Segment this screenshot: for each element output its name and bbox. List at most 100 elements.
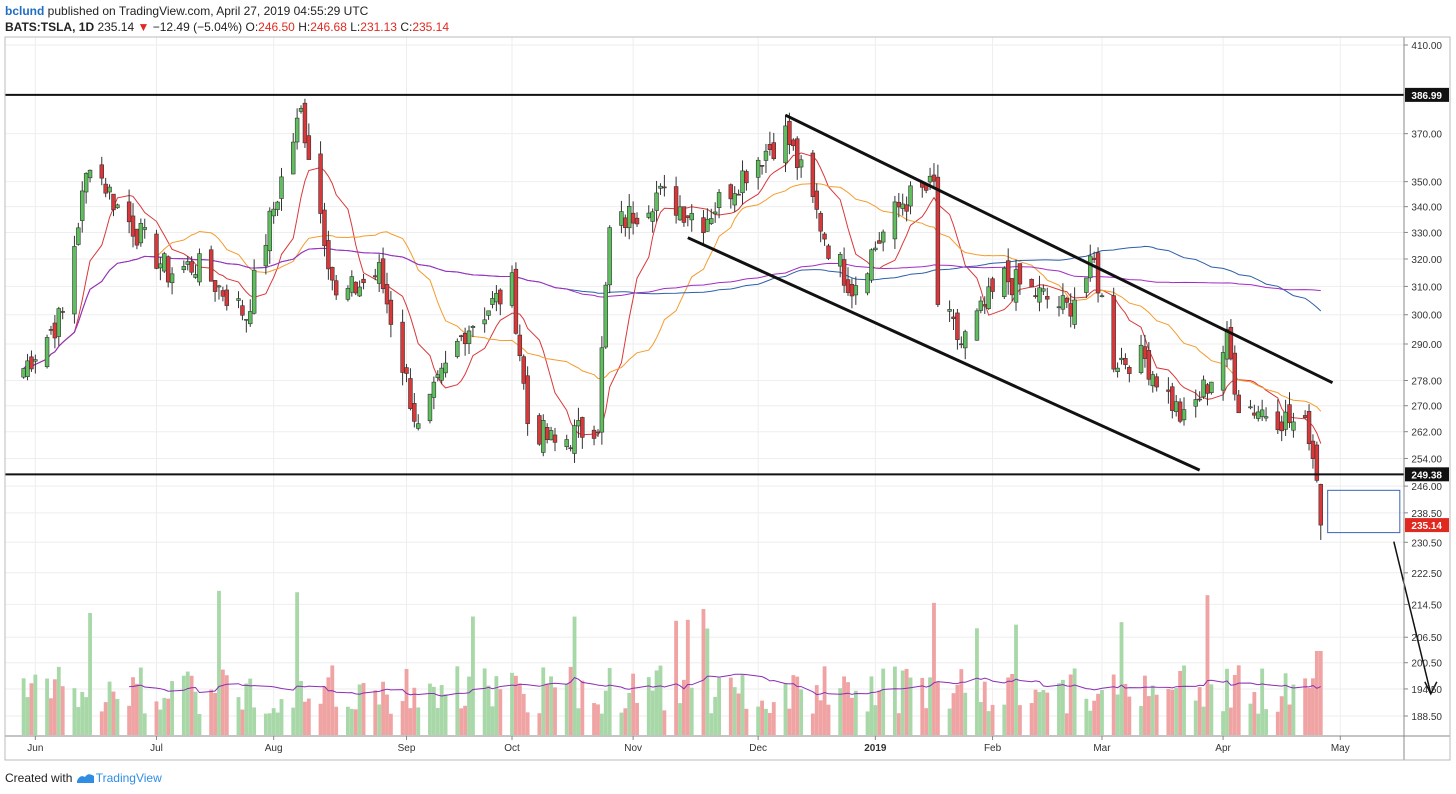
- volume-bar: [1314, 651, 1319, 735]
- candle-body: [607, 227, 612, 286]
- volume-bar: [853, 690, 858, 735]
- candle-body: [416, 423, 421, 429]
- candle-body: [158, 263, 163, 269]
- last-price-tag: [1405, 518, 1449, 533]
- candle-body: [197, 253, 202, 283]
- x-tick-label: Apr: [1215, 743, 1231, 754]
- candle-body: [963, 331, 968, 349]
- y-tick-label: 238.50: [1411, 509, 1442, 520]
- candle-body: [1302, 415, 1308, 418]
- candle-body: [701, 217, 706, 234]
- x-tick-label: May: [1331, 743, 1350, 754]
- volume-bar: [103, 702, 108, 735]
- candle-body: [1013, 269, 1019, 303]
- candle-body: [1119, 357, 1124, 361]
- volume-bar: [357, 684, 362, 735]
- x-tick-label: Jun: [27, 743, 43, 754]
- volume-bar: [514, 675, 518, 735]
- volume-bar: [791, 675, 796, 735]
- candle-body: [494, 293, 499, 303]
- tradingview-brand[interactable]: TradingView: [95, 771, 162, 785]
- volume-bar: [627, 692, 632, 735]
- candle-body: [1275, 411, 1281, 431]
- candle-body: [580, 417, 585, 438]
- down-arrow-shaft: [1393, 541, 1432, 695]
- volume-bar: [263, 713, 268, 735]
- volume-bar: [1260, 668, 1265, 735]
- volume-bar: [291, 707, 296, 735]
- candle-body: [1056, 306, 1062, 309]
- volume-bar: [521, 693, 526, 735]
- x-tick-label: Nov: [624, 743, 642, 754]
- candle-body: [673, 186, 679, 216]
- candle-body: [1181, 409, 1187, 421]
- candle-body: [459, 335, 464, 337]
- author-name[interactable]: bclund: [5, 4, 45, 18]
- volume-bar: [549, 676, 553, 735]
- candle-body: [767, 144, 773, 150]
- volume-bar: [1291, 684, 1296, 735]
- volume-bar: [662, 710, 667, 735]
- candle-body: [52, 322, 58, 339]
- volume-bar: [467, 676, 471, 735]
- volume-bar: [842, 676, 847, 735]
- candle-body: [212, 280, 218, 292]
- candle-body: [603, 284, 608, 348]
- y-tick-label: 370.00: [1411, 130, 1442, 141]
- candle-body: [990, 278, 995, 292]
- candle-body: [1033, 295, 1038, 298]
- close-value: 235.14: [412, 20, 450, 34]
- volume-bar: [646, 677, 651, 735]
- candle-body: [826, 245, 831, 259]
- volume-bar: [404, 668, 409, 735]
- candle-body: [709, 218, 714, 224]
- volume-bar: [576, 708, 581, 735]
- candle-body: [892, 201, 898, 240]
- candle-body: [1220, 352, 1226, 391]
- ma-medium-line: [23, 183, 1322, 412]
- ma-short-line: [23, 152, 1322, 444]
- candle-body: [1259, 409, 1265, 417]
- candle-body: [251, 269, 257, 314]
- channel-lower-line: [687, 236, 1201, 472]
- y-tick-label: 188.50: [1411, 712, 1442, 723]
- volume-bar: [607, 667, 612, 735]
- down-arrow-head: [1424, 681, 1438, 696]
- y-tick-label: 246.00: [1411, 482, 1442, 493]
- candle-body: [630, 212, 636, 224]
- volume-bar: [236, 697, 241, 735]
- volume-bar: [1256, 713, 1261, 735]
- candle-body: [388, 299, 394, 325]
- volume-bar: [1119, 622, 1124, 735]
- x-tick-label: Sep: [398, 743, 416, 754]
- candle-body: [736, 193, 741, 196]
- candle-body: [877, 240, 882, 244]
- volume-bar: [135, 683, 139, 735]
- candle-body: [951, 316, 956, 319]
- candle-body: [548, 430, 554, 441]
- candle-body: [634, 217, 640, 225]
- volume-bar: [1225, 668, 1229, 735]
- volume-bar: [537, 713, 542, 735]
- volume-bar: [349, 708, 354, 735]
- volume-bar: [88, 613, 92, 735]
- candle-body: [361, 278, 366, 284]
- candle-body: [576, 420, 581, 427]
- candle-body: [435, 374, 440, 378]
- candle-body: [466, 330, 472, 344]
- volume-bar: [869, 676, 874, 735]
- candle-body: [208, 249, 214, 282]
- volume-bar: [166, 698, 171, 735]
- volume-bar: [1174, 688, 1179, 735]
- volume-bar: [99, 711, 104, 735]
- volume-bar: [932, 602, 936, 735]
- volume-bar: [678, 703, 682, 735]
- volume-bar: [115, 699, 120, 735]
- volume-bar: [1084, 698, 1089, 735]
- candle-body: [185, 261, 190, 265]
- candle-body: [513, 268, 519, 334]
- candle-body: [1154, 376, 1159, 388]
- volume-bar: [1127, 696, 1132, 735]
- last-price-label: 235.14: [1411, 521, 1442, 532]
